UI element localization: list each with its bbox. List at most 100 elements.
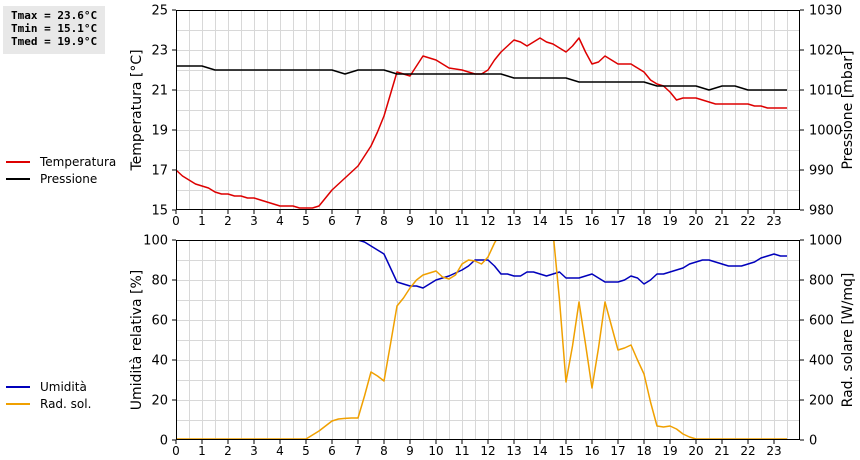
chart1-x-tick-label: 14 bbox=[532, 214, 547, 228]
legend-swatch-umidita bbox=[6, 385, 30, 388]
chart2-series bbox=[176, 240, 787, 440]
chart1-y-right-tick-label: 980 bbox=[809, 204, 834, 219]
legend-item-pressione: Pressione bbox=[6, 170, 116, 187]
chart1-line-pressione bbox=[176, 65, 787, 91]
chart2-grid bbox=[176, 240, 800, 440]
chart1-x-tick-label: 6 bbox=[328, 214, 336, 228]
chart2-x-tick-label: 16 bbox=[584, 444, 599, 458]
chart2-x-tick-label: 15 bbox=[558, 444, 573, 458]
chart1-line-temperatura bbox=[176, 37, 787, 209]
chart1-y-right-tick-label: 1000 bbox=[809, 124, 842, 139]
chart1-x-tick-label: 13 bbox=[506, 214, 521, 228]
chart1-y-right-tick-label: 1010 bbox=[809, 84, 842, 99]
chart2-x-tick-label: 8 bbox=[380, 444, 388, 458]
chart1-y-right-axis-label: Pressione [mbar] bbox=[840, 50, 856, 169]
chart2-x-tick-label: 23 bbox=[766, 444, 781, 458]
chart1-x-tick-label: 20 bbox=[688, 214, 703, 228]
chart1-x-tick-label: 5 bbox=[302, 214, 310, 228]
chart2-group: 0 1 2 3 4 5 6 7 8 9 10 11 12 13 14 15 16 17 18 19 20 21 22 2302… bbox=[129, 234, 856, 459]
legend-swatch-rad-sol bbox=[6, 402, 30, 405]
chart1-x-tick-label: 21 bbox=[714, 214, 729, 228]
chart1-y-left-tick-label: 17 bbox=[151, 164, 168, 179]
chart2-y-left-axis-label: Umidità relativa [%] bbox=[129, 270, 145, 411]
chart2-x-tick-label: 13 bbox=[506, 444, 521, 458]
chart1-x-tick-label: 7 bbox=[354, 214, 362, 228]
chart2-x-tick-label: 12 bbox=[480, 444, 495, 458]
chart1-x-tick-label: 1 bbox=[198, 214, 206, 228]
chart2-x-tick-label: 2 bbox=[224, 444, 232, 458]
chart1-x-tick-label: 22 bbox=[740, 214, 755, 228]
chart2-x-tick-label: 0 bbox=[172, 444, 180, 458]
legend-swatch-pressione bbox=[6, 177, 30, 180]
chart2-y-right-tick-label: 800 bbox=[809, 274, 834, 289]
chart2-x-tick-label: 20 bbox=[688, 444, 703, 458]
chart2-x-tick-label: 19 bbox=[662, 444, 677, 458]
chart1-x-tick-label: 23 bbox=[766, 214, 781, 228]
legend-item-temperatura: Temperatura bbox=[6, 153, 116, 170]
chart2-line-rad-sol bbox=[176, 240, 787, 440]
chart1-x-tick-label: 4 bbox=[276, 214, 284, 228]
chart1-frame bbox=[176, 10, 800, 210]
chart2-x-tick-label: 9 bbox=[406, 444, 414, 458]
chart2-y-right-tick-label: 1000 bbox=[809, 234, 842, 249]
chart1-y-right-tick-label: 990 bbox=[809, 164, 834, 179]
legend-top: Temperatura Pressione bbox=[6, 153, 116, 187]
chart2-x-tick-label: 6 bbox=[328, 444, 336, 458]
chart1-y-left-tick-label: 23 bbox=[151, 44, 168, 59]
chart2-y-right-tick-label: 600 bbox=[809, 314, 834, 329]
chart2-y-right-axis-label: Rad. solare [W/mq] bbox=[840, 273, 856, 408]
chart2-frame bbox=[176, 240, 800, 440]
chart2-x-tick-label: 10 bbox=[428, 444, 443, 458]
chart1-x-tick-label: 11 bbox=[454, 214, 469, 228]
chart2-x-tick-label: 5 bbox=[302, 444, 310, 458]
chart1-y-left-tick-label: 21 bbox=[151, 84, 168, 99]
chart2-y-left-tick-label: 80 bbox=[151, 274, 168, 289]
chart1-x-tick-label: 0 bbox=[172, 214, 180, 228]
legend-item-umidita: Umidità bbox=[6, 378, 91, 395]
chart1-y-left-axis-label: Temperatura [°C] bbox=[129, 49, 145, 171]
chart2-x-tick-label: 18 bbox=[636, 444, 651, 458]
chart1-y-left-tick-label: 15 bbox=[151, 204, 168, 219]
chart1-x-tick-label: 17 bbox=[610, 214, 625, 228]
chart1-y-left-tick-label: 25 bbox=[151, 4, 168, 19]
chart2-y-left-tick-label: 100 bbox=[143, 234, 168, 249]
chart1-y-left-tick-label: 19 bbox=[151, 124, 168, 139]
chart2-x-tick-label: 3 bbox=[250, 444, 258, 458]
chart2-x-tick-label: 4 bbox=[276, 444, 284, 458]
chart1-y-right-tick-label: 1020 bbox=[809, 44, 842, 59]
chart2-x-tick-label: 11 bbox=[454, 444, 469, 458]
chart2-x-tick-label: 21 bbox=[714, 444, 729, 458]
legend-item-rad-sol: Rad. sol. bbox=[6, 395, 91, 412]
chart2-y-left-tick-label: 40 bbox=[151, 354, 168, 369]
stats-box: Tmax = 23.6°C Tmin = 15.1°C Tmed = 19.9°… bbox=[3, 6, 105, 54]
chart2-x-tick-label: 7 bbox=[354, 444, 362, 458]
chart1-x-tick-label: 9 bbox=[406, 214, 414, 228]
stat-tmax: Tmax = 23.6°C bbox=[11, 9, 98, 22]
chart2-x-tick-label: 17 bbox=[610, 444, 625, 458]
legend-label-umidita: Umidità bbox=[40, 379, 87, 394]
chart1-x-tick-label: 2 bbox=[224, 214, 232, 228]
chart2-y-left-tick-label: 0 bbox=[160, 434, 168, 449]
chart2-x-tick-label: 1 bbox=[198, 444, 206, 458]
chart1-grid bbox=[176, 10, 800, 210]
chart2-x-tick-label: 22 bbox=[740, 444, 755, 458]
legend-swatch-temperatura bbox=[6, 160, 30, 163]
chart1-y-right-tick-label: 1030 bbox=[809, 4, 842, 19]
chart2-line-umidità bbox=[176, 240, 787, 289]
chart1-group: 0 1 2 3 4 5 6 7 8 9 10 11 12 13 14 15 16 17 18 19 20 21 22 2315… bbox=[129, 4, 856, 229]
chart1-x-tick-label: 12 bbox=[480, 214, 495, 228]
chart2-y-left-tick-label: 60 bbox=[151, 314, 168, 329]
chart1-series bbox=[176, 37, 787, 209]
legend-label-rad-sol: Rad. sol. bbox=[40, 396, 92, 411]
chart2-y-right-tick-label: 0 bbox=[809, 434, 817, 449]
chart2-y-right-tick-label: 400 bbox=[809, 354, 834, 369]
chart2-y-right-tick-label: 200 bbox=[809, 394, 834, 409]
chart1-x-tick-label: 15 bbox=[558, 214, 573, 228]
legend-bottom: Umidità Rad. sol. bbox=[6, 378, 91, 412]
chart1-x-tick-label: 16 bbox=[584, 214, 599, 228]
chart1-x-tick-label: 19 bbox=[662, 214, 677, 228]
stat-tmin: Tmin = 15.1°C bbox=[11, 22, 98, 35]
chart1-x-tick-label: 8 bbox=[380, 214, 388, 228]
legend-label-temperatura: Temperatura bbox=[40, 154, 117, 169]
